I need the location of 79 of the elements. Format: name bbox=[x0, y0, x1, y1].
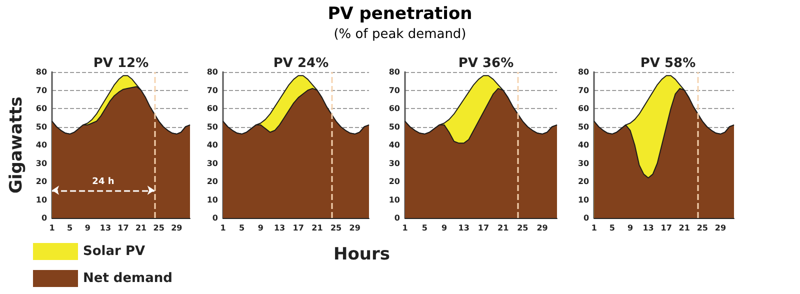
y-tick-label: 0 bbox=[394, 214, 400, 222]
y-tick-label: 40 bbox=[36, 140, 48, 150]
y-tick-label: 20 bbox=[388, 177, 400, 186]
y-tick-label: 10 bbox=[388, 195, 400, 204]
y-tick-label: 20 bbox=[36, 177, 48, 186]
x-tick-label: 9 bbox=[84, 224, 91, 232]
x-tick-label: 13 bbox=[100, 224, 112, 232]
y-tick-label: 70 bbox=[206, 86, 218, 95]
x-tick-label: 13 bbox=[274, 224, 286, 232]
y-tick-label: 20 bbox=[578, 177, 590, 186]
x-tick-label: 17 bbox=[292, 224, 304, 232]
x-tick-label: 17 bbox=[660, 224, 672, 232]
x-tick-label: 29 bbox=[536, 224, 548, 232]
annotation: 24 h bbox=[92, 176, 114, 187]
text: PV penetration bbox=[326, 4, 474, 24]
x-tick-label: 13 bbox=[458, 224, 470, 232]
y-tick-label: 0 bbox=[584, 214, 590, 222]
legend-label: Solar PV bbox=[83, 244, 146, 259]
y-axis-title: Gigawatts bbox=[6, 96, 26, 194]
x-tick-label: 29 bbox=[171, 224, 183, 232]
y-tick-label: 70 bbox=[388, 86, 400, 95]
y-tick-label: 10 bbox=[36, 195, 48, 204]
y-tick-label: 10 bbox=[206, 195, 218, 204]
y-tick-label: 20 bbox=[206, 177, 218, 186]
y-tick-label: 10 bbox=[578, 195, 590, 204]
x-tick-label: 5 bbox=[609, 224, 616, 232]
x-tick-label: 5 bbox=[422, 224, 428, 232]
chart-title: PV 36% bbox=[458, 56, 514, 71]
y-tick-label: 30 bbox=[388, 158, 400, 168]
y-tick-label: 70 bbox=[578, 86, 590, 95]
x-tick-label: 29 bbox=[349, 224, 361, 232]
x-tick-label: 9 bbox=[627, 224, 634, 232]
y-tick-label: 40 bbox=[578, 140, 590, 150]
x-tick-label: 13 bbox=[642, 224, 654, 232]
y-tick-label: 50 bbox=[206, 122, 218, 132]
y-tick-label: 80 bbox=[578, 68, 590, 76]
y-tick-label: 60 bbox=[36, 104, 48, 113]
x-tick-label: 1 bbox=[220, 224, 226, 232]
x-tick-label: 1 bbox=[402, 224, 408, 232]
y-tick-label: 70 bbox=[36, 86, 48, 95]
x-tick-label: 1 bbox=[591, 224, 598, 232]
x-tick-label: 17 bbox=[118, 224, 129, 232]
x-tick-label: 5 bbox=[239, 224, 246, 232]
x-tick-label: 9 bbox=[441, 224, 448, 232]
y-tick-label: 60 bbox=[206, 104, 218, 113]
chart-title: PV 58% bbox=[640, 56, 696, 71]
x-tick-label: 9 bbox=[258, 224, 264, 232]
x-tick-label: 25 bbox=[517, 224, 529, 232]
y-tick-label: 0 bbox=[41, 214, 48, 222]
x-tick-label: 5 bbox=[67, 224, 74, 232]
legend-label: Net demand bbox=[83, 271, 172, 286]
x-tick-label: 21 bbox=[497, 224, 510, 232]
chart-title: PV 24% bbox=[273, 56, 329, 71]
y-tick-label: 80 bbox=[388, 68, 400, 76]
x-tick-label: 21 bbox=[312, 224, 324, 232]
x-tick-label: 17 bbox=[478, 224, 490, 232]
y-tick-label: 30 bbox=[206, 158, 218, 168]
x-tick-label: 1 bbox=[49, 224, 56, 232]
y-tick-label: 80 bbox=[36, 68, 48, 76]
x-tick-label: 25 bbox=[330, 224, 342, 232]
y-tick-label: 60 bbox=[388, 104, 400, 113]
y-tick-label: 40 bbox=[206, 140, 218, 150]
x-tick-label: 25 bbox=[696, 224, 708, 232]
y-tick-label: 80 bbox=[206, 68, 218, 76]
text: (% of peak demand) bbox=[332, 27, 468, 42]
chart-title: PV 12% bbox=[93, 56, 149, 71]
y-tick-label: 40 bbox=[388, 140, 400, 150]
y-tick-label: 30 bbox=[36, 158, 48, 168]
x-tick-label: 21 bbox=[678, 224, 690, 232]
y-tick-label: 50 bbox=[388, 122, 400, 132]
x-tick-label: 29 bbox=[714, 224, 726, 232]
y-tick-label: 30 bbox=[578, 158, 590, 168]
x-tick-label: 21 bbox=[135, 224, 148, 232]
x-tick-label: 25 bbox=[153, 224, 165, 232]
y-tick-label: 60 bbox=[578, 104, 590, 113]
y-tick-label: 0 bbox=[212, 214, 218, 222]
y-tick-label: 50 bbox=[578, 122, 590, 132]
y-tick-label: 50 bbox=[36, 122, 48, 132]
x-axis-title: Hours bbox=[333, 244, 390, 264]
